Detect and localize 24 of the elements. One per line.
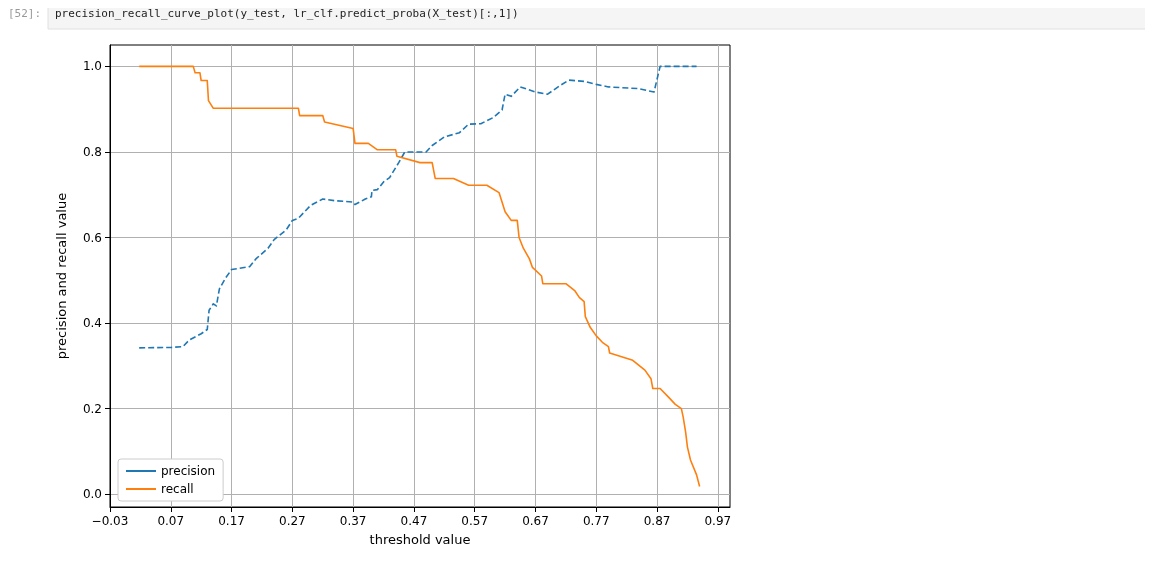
y-axis-title: precision and recall value [54,192,69,360]
y-tick-label: 0.6 [82,230,102,245]
x-tick-label: 0.17 [218,514,245,528]
x-tick-label: 0.77 [582,514,610,528]
x-axis-title: threshold value [369,532,471,547]
x-tick-label: 0.87 [643,514,671,528]
legend-label: recall [161,482,194,496]
x-tick-label: 0.07 [157,514,185,528]
y-tick-label: 0.0 [82,487,102,502]
text: [52]: [8,7,42,20]
x-tick-label: 0.27 [278,514,306,528]
y-tick-label: 0.4 [82,316,102,331]
x-tick-label: 0.57 [461,514,489,528]
x-tick-label: 0.97 [704,514,732,528]
x-tick-label: 0.67 [522,514,549,528]
text: precision_recall_curve_plot(y_test, lr_clf.predict_proba(X_test)[:,1]) [55,7,519,20]
x-tick-label: 0.47 [400,514,428,528]
x-tick-label: 0.37 [339,514,367,528]
legend-label: precision [161,464,216,478]
x-tick-label: −0.03 [91,514,129,528]
y-tick-label: 0.2 [82,401,102,416]
line-series [138,65,698,349]
y-tick-label: 1.0 [82,59,102,74]
y-tick-label: 0.8 [82,144,102,159]
